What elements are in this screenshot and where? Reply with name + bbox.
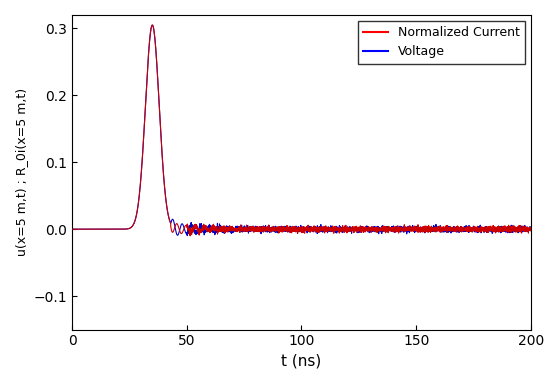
Normalized Current	[446, 226, 453, 231]
Voltage	[244, 227, 251, 232]
Normalized Current	[528, 228, 534, 233]
Voltage	[149, 23, 156, 27]
X-axis label: t (ns): t (ns)	[281, 354, 321, 369]
Voltage	[344, 225, 350, 229]
Normalized Current	[152, 43, 159, 48]
Voltage	[152, 43, 159, 48]
Voltage	[528, 228, 534, 233]
Voltage	[446, 228, 453, 232]
Voltage	[69, 227, 75, 232]
Legend: Normalized Current, Voltage: Normalized Current, Voltage	[358, 21, 525, 63]
Normalized Current	[411, 225, 418, 230]
Normalized Current	[344, 227, 350, 232]
Line: Voltage: Voltage	[72, 25, 531, 236]
Normalized Current	[367, 227, 374, 231]
Voltage	[367, 230, 374, 234]
Normalized Current	[149, 23, 156, 27]
Voltage	[184, 233, 191, 238]
Voltage	[411, 227, 418, 231]
Normalized Current	[244, 227, 251, 232]
Normalized Current	[69, 227, 75, 232]
Y-axis label: u(x=5 m,t) ; R_0i(x=5 m,t): u(x=5 m,t) ; R_0i(x=5 m,t)	[15, 88, 28, 257]
Normalized Current	[187, 233, 193, 238]
Line: Normalized Current: Normalized Current	[72, 25, 531, 236]
